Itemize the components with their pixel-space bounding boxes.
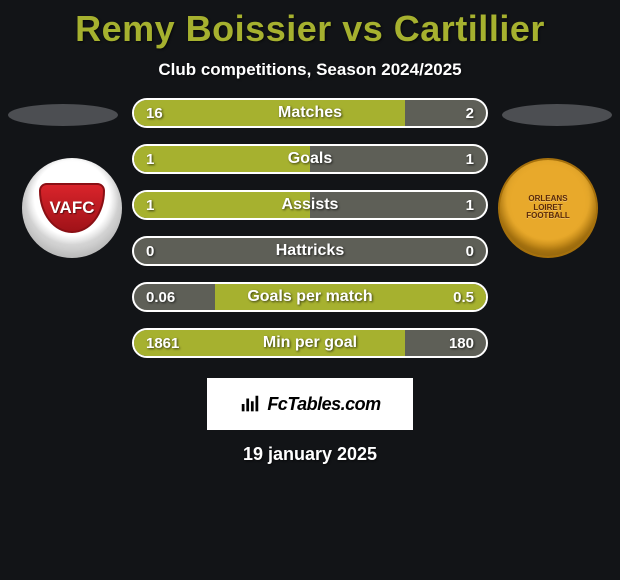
stat-value-right: 1 — [466, 146, 474, 172]
stat-label: Assists — [134, 192, 486, 218]
stat-bars: 16Matches21Goals11Assists10Hattricks00.0… — [132, 98, 488, 374]
club-crest-right-label: ORLEANS LOIRET FOOTBALL — [526, 195, 570, 220]
stat-bar: 0.06Goals per match0.5 — [132, 282, 488, 312]
chart-icon — [239, 393, 261, 415]
date-label: 19 january 2025 — [0, 444, 620, 465]
club-crest-left: VAFC — [22, 158, 122, 258]
stat-bar: 16Matches2 — [132, 98, 488, 128]
stat-label: Hattricks — [134, 238, 486, 264]
stat-label: Matches — [134, 100, 486, 126]
stat-value-right: 0 — [466, 238, 474, 264]
stat-bar: 1Goals1 — [132, 144, 488, 174]
club-crest-left-label: VAFC — [39, 183, 105, 233]
stat-value-right: 1 — [466, 192, 474, 218]
shadow-right — [502, 104, 612, 126]
stat-label: Min per goal — [134, 330, 486, 356]
subtitle: Club competitions, Season 2024/2025 — [0, 60, 620, 80]
club-crest-right: ORLEANS LOIRET FOOTBALL — [498, 158, 598, 258]
watermark-text: FcTables.com — [267, 394, 380, 415]
watermark: FcTables.com — [207, 378, 413, 430]
shadow-left — [8, 104, 118, 126]
stat-value-right: 2 — [466, 100, 474, 126]
stat-bar: 1Assists1 — [132, 190, 488, 220]
stat-value-right: 0.5 — [453, 284, 474, 310]
stat-label: Goals per match — [134, 284, 486, 310]
stat-value-right: 180 — [449, 330, 474, 356]
stat-label: Goals — [134, 146, 486, 172]
stat-bar: 0Hattricks0 — [132, 236, 488, 266]
page-title: Remy Boissier vs Cartillier — [0, 0, 620, 50]
stat-bar: 1861Min per goal180 — [132, 328, 488, 358]
crest-right-line3: FOOTBALL — [526, 212, 570, 220]
